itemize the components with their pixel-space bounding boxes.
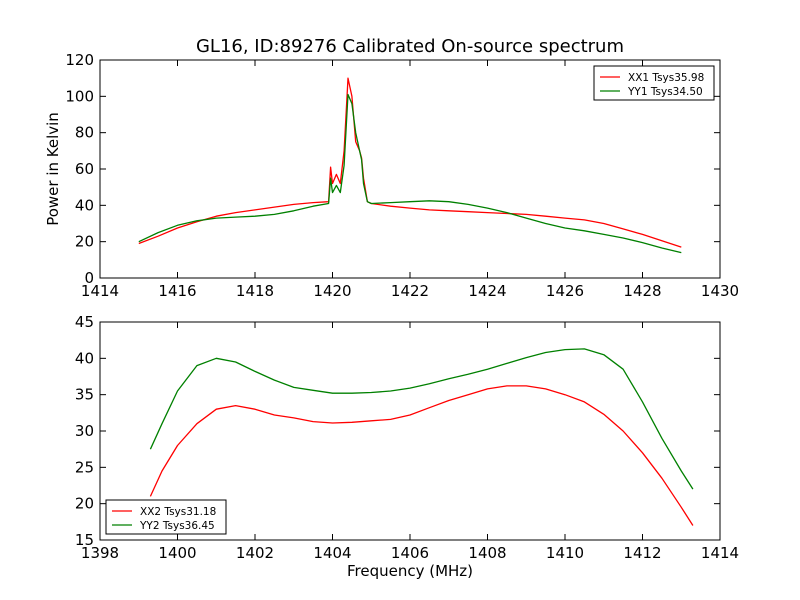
- bottom-x-tick-label: 1408: [468, 544, 506, 562]
- bottom-y-tick-label: 40: [75, 349, 94, 367]
- bottom-x-tick-label: 1398: [81, 544, 119, 562]
- top-x-tick-label: 1414: [81, 282, 119, 300]
- bottom-y-tick-label: 35: [75, 386, 94, 404]
- top-legend-label-1: YY1 Tsys34.50: [627, 86, 703, 98]
- bottom-legend-box: [105, 499, 227, 535]
- bottom-series-group: [149, 348, 694, 526]
- top-legend-label-0: XX1 Tsys35.98: [628, 72, 704, 84]
- top-x-tick-label: 1422: [391, 282, 429, 300]
- top-y-tick-label: 60: [75, 160, 94, 178]
- bottom-legend-label-0: XX2 Tsys31.18: [140, 506, 216, 518]
- top-y-tick-label: 80: [75, 124, 94, 142]
- top-x-tick-label: 1418: [236, 282, 274, 300]
- bottom-x-tick-label: 1414: [701, 544, 739, 562]
- bottom-series-line-0: [149, 385, 694, 526]
- bottom-axes-group: 1398 1400 1402 1404 1406 1408 1410 1412 1414 15 20…: [75, 313, 739, 562]
- top-x-tick-label: 1428: [623, 282, 661, 300]
- bottom-x-tick-label: 1400: [158, 544, 196, 562]
- top-y-tick-label: 40: [75, 196, 94, 214]
- top-x-tick-label: 1430: [701, 282, 739, 300]
- top-legend-box: [593, 65, 715, 101]
- top-y-tick-label: 100: [65, 87, 94, 105]
- bottom-x-tick-label: 1404: [313, 544, 351, 562]
- bottom-plot: 1398 1400 1402 1404 1406 1408 1410 1412 1414 15 20…: [75, 313, 739, 562]
- top-y-tick-label: 0: [84, 269, 94, 287]
- bottom-y-tick-label: 25: [75, 458, 94, 476]
- top-plot: 1414 1416 1418 1420 1422 1424 1426 1428 1430 0 20 4…: [65, 51, 739, 300]
- top-series-group: [138, 77, 682, 254]
- top-x-tick-label: 1416: [158, 282, 196, 300]
- top-series-line-1: [138, 93, 682, 254]
- bottom-y-tick-label: 15: [75, 531, 94, 549]
- top-y-tick-label: 120: [65, 51, 94, 69]
- bottom-x-tick-label: 1412: [623, 544, 661, 562]
- bottom-legend-label-1: YY2 Tsys36.45: [139, 520, 215, 532]
- top-x-tick-label: 1424: [468, 282, 506, 300]
- top-y-tick-label: 20: [75, 233, 94, 251]
- x-axis-label-bottom: Frequency (MHz): [347, 562, 473, 580]
- bottom-y-tick-label: 30: [75, 422, 94, 440]
- bottom-x-tick-label: 1410: [546, 544, 584, 562]
- y-axis-label-top: Power in Kelvin: [44, 112, 62, 226]
- bottom-x-tick-label: 1406: [391, 544, 429, 562]
- chart-title: GL16, ID:89276 Calibrated On-source spec…: [196, 36, 624, 57]
- bottom-y-tick-label: 45: [75, 313, 94, 331]
- bottom-y-tick-label: 20: [75, 495, 94, 513]
- top-x-tick-label: 1426: [546, 282, 584, 300]
- bottom-legend: XX2 Tsys31.18 YY2 Tsys36.45: [105, 499, 227, 535]
- top-x-tick-label: 1420: [313, 282, 351, 300]
- bottom-series-line-1: [149, 348, 694, 490]
- top-legend: XX1 Tsys35.98 YY1 Tsys34.50: [593, 65, 715, 101]
- top-axes-group: 1414 1416 1418 1420 1422 1424 1426 1428 1430 0 20 4…: [65, 51, 739, 300]
- bottom-x-tick-label: 1402: [236, 544, 274, 562]
